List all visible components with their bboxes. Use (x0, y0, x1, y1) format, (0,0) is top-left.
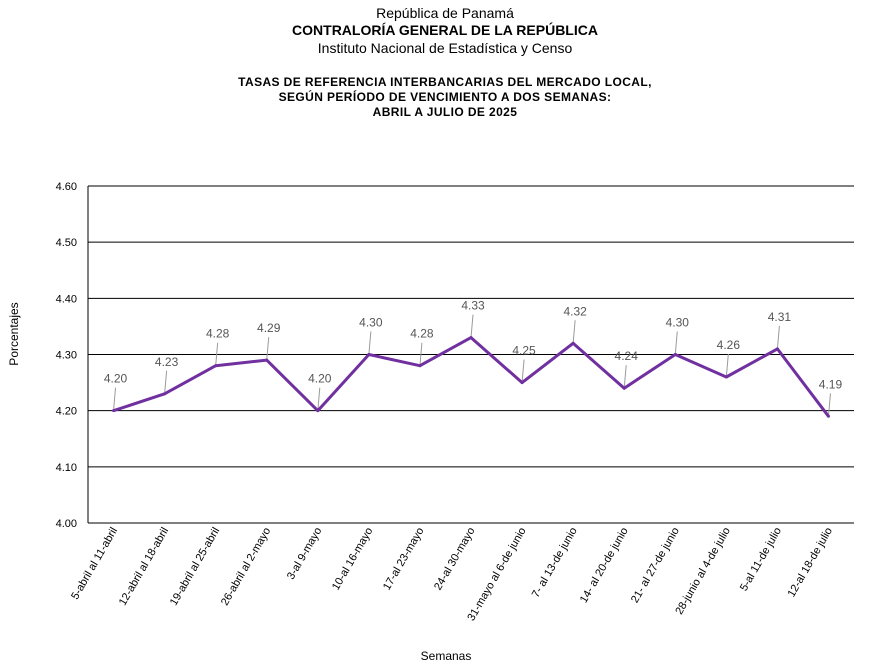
header-institution: CONTRALORÍA GENERAL DE LA REPÚBLICA (292, 22, 598, 38)
x-tick-label: 26-abril al 2-mayo (219, 526, 273, 608)
data-label: 4.30 (666, 316, 690, 330)
header-institute: Instituto Nacional de Estadística y Cens… (317, 40, 573, 56)
label-leader-lines (113, 314, 831, 417)
y-tick-label: 4.10 (56, 462, 77, 474)
data-point (724, 375, 728, 379)
x-tick-label: 10-al 16-mayo (330, 526, 376, 593)
x-tick-label: 28-junio al 4-de julio (673, 526, 733, 617)
label-leader-line (674, 331, 678, 355)
label-leader-line (623, 365, 627, 389)
label-leader-line (521, 359, 525, 383)
x-tick-label: 12-al 18-de julio (786, 526, 836, 600)
data-point (469, 336, 473, 340)
data-label: 4.20 (104, 372, 128, 386)
data-label: 4.23 (155, 355, 179, 369)
y-tick-label: 4.60 (56, 181, 77, 193)
data-label: 4.32 (563, 304, 587, 318)
data-labels: 4.20 4.23 4.28 4.29 4.20 4.30 4.28 4.33 4.25 4.32… (104, 299, 843, 392)
y-tick-label: 4.40 (56, 293, 77, 305)
label-leader-line (572, 320, 576, 344)
x-tick-label: 21- al 27-de junio (629, 526, 682, 606)
x-tick-label: 24-al 30-mayo (432, 526, 478, 593)
data-point (775, 347, 779, 351)
x-tick-label: 14- al 20-de junio (578, 526, 631, 606)
data-point (367, 353, 371, 356)
data-point (418, 364, 422, 368)
data-point (673, 353, 677, 356)
data-point (265, 358, 269, 362)
x-tick-label: 17-al 23-mayo (381, 526, 427, 593)
chart-title-line-3: ABRIL A JULIO DE 2025 (372, 105, 518, 119)
y-tick-label: 4.50 (56, 237, 77, 249)
data-point (214, 364, 218, 368)
label-leader-line (419, 342, 423, 366)
data-label: 4.29 (257, 321, 281, 335)
data-label: 4.30 (359, 316, 383, 330)
x-tick-label: 7- al 13-de junio (530, 526, 580, 600)
label-leader-line (470, 314, 474, 338)
data-label: 4.20 (308, 372, 332, 386)
x-tick-label: 5-abril al 11-abril (69, 526, 120, 602)
y-tick-label: 4.00 (56, 518, 77, 530)
data-label: 4.26 (717, 338, 741, 352)
label-leader-line (827, 393, 831, 417)
data-point (826, 414, 830, 418)
label-leader-line (725, 353, 729, 378)
chart-title-line-1: TASAS DE REFERENCIA INTERBANCARIAS DEL M… (238, 75, 652, 89)
data-label: 4.33 (461, 299, 485, 313)
label-leader-line (113, 387, 117, 411)
data-label: 4.28 (410, 327, 434, 341)
data-label: 4.19 (819, 377, 843, 391)
label-leader-line (317, 387, 321, 411)
x-tick-label: 12-abril al 18-abril (117, 526, 171, 608)
label-leader-line (266, 337, 270, 361)
label-leader-line (776, 325, 780, 349)
x-tick-label: 31-mayo al 6-de junio (465, 526, 528, 624)
data-point (163, 392, 167, 396)
label-leader-line (368, 331, 372, 355)
label-leader-line (164, 370, 168, 394)
data-point (520, 381, 524, 385)
data-label: 4.24 (615, 349, 639, 363)
series-line-group (112, 336, 830, 418)
y-tick-label: 4.20 (56, 406, 77, 418)
x-tick-label: 3-al 9-mayo (285, 526, 324, 582)
y-axis-label: Porcentajes (7, 302, 21, 365)
header-republic: República de Panamá (376, 5, 514, 21)
gridlines (87, 185, 854, 524)
data-label: 4.25 (512, 344, 536, 358)
data-point (316, 409, 320, 413)
x-axis-label: Semanas (421, 649, 472, 663)
label-leader-line (215, 342, 219, 366)
data-point (112, 409, 116, 413)
chart-title-line-2: SEGÚN PERÍODO DE VENCIMIENTO A DOS SEMAN… (278, 90, 612, 104)
x-tick-label: 5-al 11-de julio (738, 526, 784, 594)
data-point (622, 386, 626, 390)
data-label: 4.28 (206, 327, 230, 341)
data-label: 4.31 (768, 310, 792, 324)
y-tick-label: 4.30 (56, 350, 77, 362)
y-axis-ticks: 4.00 4.10 4.20 4.30 4.40 4.50 4.60 (56, 181, 77, 530)
x-tick-label: 19-abril al 25-abril (168, 526, 222, 608)
data-point (571, 341, 575, 345)
